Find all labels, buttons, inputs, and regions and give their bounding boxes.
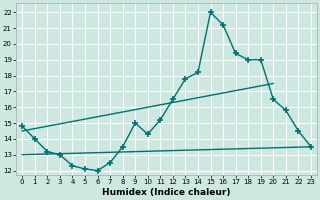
X-axis label: Humidex (Indice chaleur): Humidex (Indice chaleur) bbox=[102, 188, 231, 197]
